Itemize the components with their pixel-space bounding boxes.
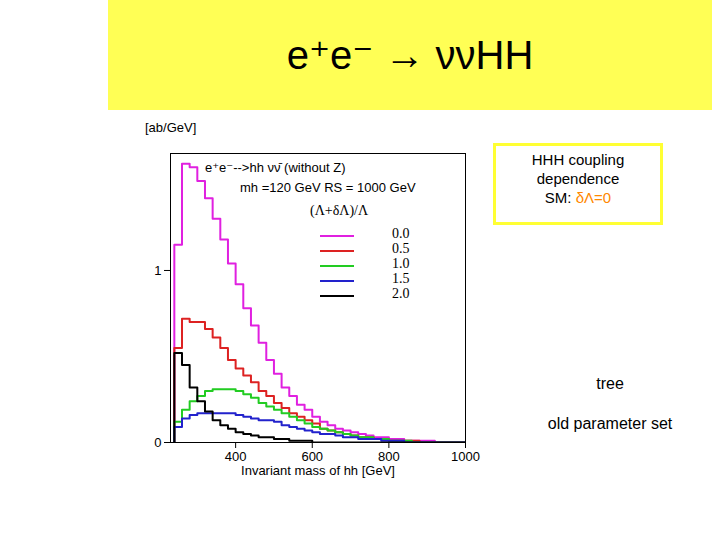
html-text:HHH coupling dependence: HHH coupling dependence — [531, 151, 625, 187]
html-text:1.0: 1.0 — [392, 256, 410, 271]
html-text:tree: tree — [596, 375, 624, 392]
svg-text:400: 400 — [225, 449, 247, 464]
html-text:[ab/GeV]: [ab/GeV] — [145, 120, 197, 135]
html-text:2.0: 2.0 — [392, 286, 410, 301]
svg-text:1: 1 — [154, 263, 161, 278]
html-text:0.0: 0.0 — [392, 226, 410, 241]
html-text:(Λ+δΛ)/Λ: (Λ+δΛ)/Λ — [310, 203, 369, 218]
html-text:e⁺e⁻ → ννHH: e⁺e⁻ → ννHH — [286, 33, 534, 77]
svg-text:Invariant mass of hh [GeV]: Invariant mass of hh [GeV] — [241, 463, 395, 478]
html-text:mh =120 GeV RS = 1000 GeV: mh =120 GeV RS = 1000 GeV — [240, 180, 416, 195]
html-text:old parameter set: old parameter set — [547, 415, 673, 432]
svg-text:800: 800 — [378, 449, 400, 464]
svg-text:600: 600 — [301, 449, 323, 464]
html-text:1.5: 1.5 — [392, 271, 410, 286]
html-text:SM: δΛ=0: SM: δΛ=0 — [544, 189, 612, 206]
svg-text:1000: 1000 — [451, 449, 480, 464]
html-text:0.5: 0.5 — [392, 241, 410, 256]
svg-text:0: 0 — [154, 435, 161, 450]
html-text:e⁺e⁻-->hh νν̄ (without Z): e⁺e⁻-->hh νν̄ (without Z) — [205, 160, 346, 175]
